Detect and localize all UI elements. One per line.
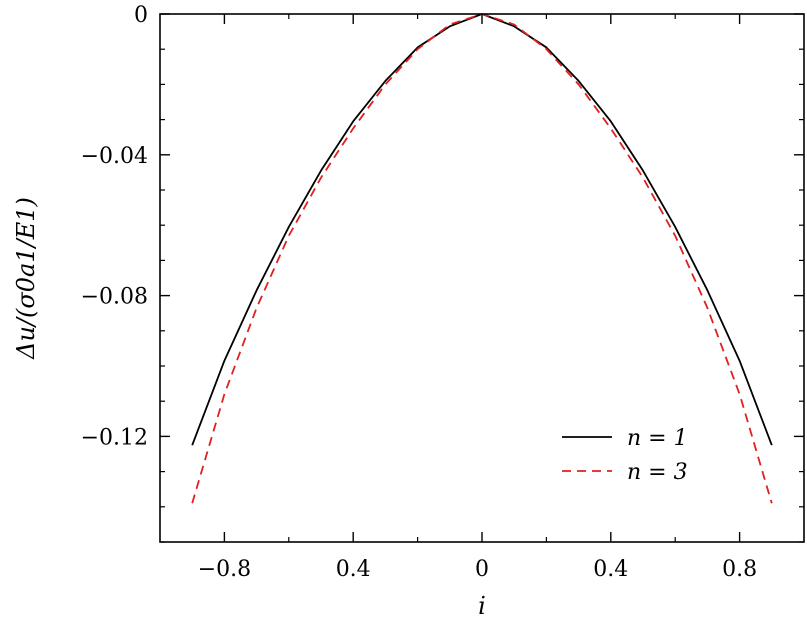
y-tick-label: −0.08 — [81, 285, 148, 310]
ticks-layer — [160, 14, 804, 542]
legend-label-n1: n = 1 — [627, 426, 688, 451]
y-tick-label: −0.12 — [81, 425, 148, 450]
legend: n = 1 n = 3 — [562, 426, 688, 485]
x-tick-label: 0.8 — [722, 557, 757, 582]
plot-frame — [160, 14, 804, 542]
x-tick-label: 0 — [475, 557, 489, 582]
tick-labels-layer: 0 −0.04 −0.08 −0.12 −0.8 0.4 0 0.4 0.8 — [81, 3, 758, 582]
y-tick-label: −0.04 — [81, 144, 148, 169]
y-axis-label: Δu/(σ0a1/E1) — [12, 197, 40, 360]
legend-label-n3: n = 3 — [627, 460, 688, 485]
x-axis-label: i — [478, 592, 486, 620]
y-tick-label: 0 — [134, 3, 148, 28]
x-tick-label: −0.8 — [198, 557, 251, 582]
x-tick-label: 0.4 — [336, 557, 371, 582]
x-tick-label: 0.4 — [593, 557, 628, 582]
series-line-n1 — [192, 14, 772, 445]
